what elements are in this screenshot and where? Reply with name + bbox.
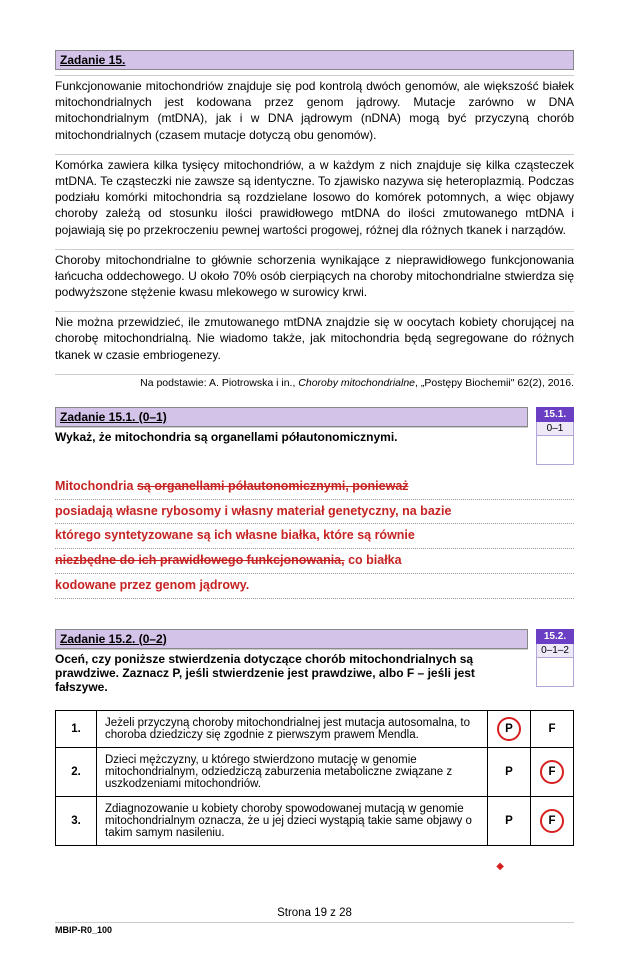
score-range: 0–1 (536, 422, 574, 436)
score-box-152: 15.2. 0–1–2 (536, 629, 574, 696)
task15-para1: Funkcjonowanie mitochondriów znajduje si… (55, 75, 574, 143)
row-text: Jeżeli przyczyną choroby mitochondrialne… (97, 710, 488, 747)
task15-source: Na podstawie: A. Piotrowska i in., Choro… (55, 374, 574, 389)
row-num: 1. (56, 710, 97, 747)
task152-question: Oceń, czy poniższe stwierdzenia dotycząc… (55, 649, 528, 696)
task151-block: Zadanie 15.1. (0–1) Wykaż, że mitochondr… (55, 407, 574, 465)
doc-code: MBIP-R0_100 (55, 925, 574, 935)
ans-text: co białka (345, 553, 402, 567)
score-label: 15.2. (536, 629, 574, 644)
cell-f[interactable]: F (531, 796, 574, 845)
cell-p[interactable]: P (488, 796, 531, 845)
row-text: Zdiagnozowanie u kobiety choroby spowodo… (97, 796, 488, 845)
pf-table: 1.Jeżeli przyczyną choroby mitochondrial… (55, 710, 574, 846)
task151-header: Zadanie 15.1. (0–1) (55, 407, 528, 427)
source-suffix: , „Postępy Biochemii" 62(2), 2016. (415, 377, 574, 389)
cell-p[interactable]: P (488, 710, 531, 747)
task15-para2: Komórka zawiera kilka tysięcy mitochondr… (55, 154, 574, 238)
task15-para3: Choroby mitochondrialne to głównie schor… (55, 249, 574, 301)
task152-header: Zadanie 15.2. (0–2) (55, 629, 528, 649)
footer-mark: ◆ (55, 861, 574, 872)
ans-text: kodowane przez genom jądrowy. (55, 578, 249, 592)
score-empty (536, 436, 574, 465)
score-empty (536, 658, 574, 687)
cell-f[interactable]: F (531, 747, 574, 796)
ans-text: którego syntetyzowane są ich własne biał… (55, 528, 415, 542)
row-text: Dzieci mężczyzny, u którego stwierdzono … (97, 747, 488, 796)
cell-p[interactable]: P (488, 747, 531, 796)
row-num: 2. (56, 747, 97, 796)
score-box-151: 15.1. 0–1 (536, 407, 574, 465)
answer-circle (540, 809, 564, 833)
task151-question: Wykaż, że mitochondria są organellami pó… (55, 427, 528, 446)
answer-circle (540, 760, 564, 784)
source-italic: Choroby mitochondrialne (298, 377, 415, 389)
score-label: 15.1. (536, 407, 574, 422)
score-range: 0–1–2 (536, 644, 574, 658)
exam-page: Zadanie 15. Funkcjonowanie mitochondriów… (0, 0, 629, 955)
cell-f[interactable]: F (531, 710, 574, 747)
ans-text-strike: niezbędne do ich prawidłowego funkcjonow… (55, 553, 345, 567)
source-prefix: Na podstawie: A. Piotrowska i in., (140, 377, 298, 389)
ans-text: Mitochondria (55, 479, 137, 493)
page-number: Strona 19 z 28 (55, 907, 574, 923)
answer-circle (497, 717, 521, 741)
row-num: 3. (56, 796, 97, 845)
task152-block: Zadanie 15.2. (0–2) Oceń, czy poniższe s… (55, 629, 574, 696)
ans-text: posiadają własne rybosomy i własny mater… (55, 504, 451, 518)
task151-answer: Mitochondria są organellami półautonomic… (55, 475, 574, 599)
task15-para4: Nie można przewidzieć, ile zmutowanego m… (55, 311, 574, 363)
ans-text-strike: są organellami półautonomicznymi, poniew… (137, 479, 409, 493)
task15-header: Zadanie 15. (55, 50, 574, 70)
